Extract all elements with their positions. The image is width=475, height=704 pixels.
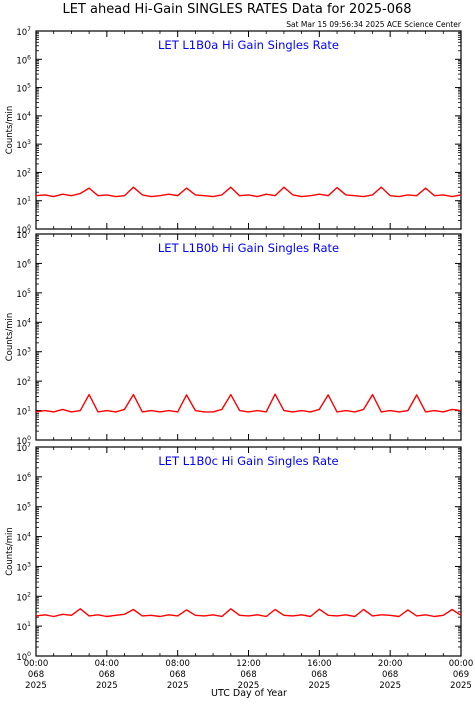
y-tick-label: 102 [16, 376, 31, 388]
y-tick-label: 101 [16, 621, 31, 633]
chart-title: LET ahead Hi-Gain SINGLES RATES Data for… [62, 2, 411, 17]
y-tick-label: 100 [16, 224, 31, 236]
panel-title: LET L1B0b Hi Gain Singles Rate [158, 241, 339, 255]
chart-panels: LET L1B0a Hi Gain Singles Rate Counts/min… [5, 26, 473, 691]
x-tick-label: 00:00 [24, 659, 49, 669]
x-tick-label: 068 [28, 670, 44, 680]
x-tick-label: 068 [99, 670, 115, 680]
panel-2: LET L1B0b Hi Gain Singles Rate Counts/min… [5, 229, 462, 447]
x-tick-label: 20:00 [378, 659, 403, 669]
y-tick-label: 107 [16, 26, 31, 38]
y-axis-label: Counts/min [5, 313, 15, 362]
panel-3: LET L1B0c Hi Gain Singles Rate Counts/min… [5, 442, 473, 691]
y-tick-label: 100 [16, 651, 31, 663]
x-tick-label: 2025 [96, 681, 118, 691]
y-tick-label: 106 [16, 472, 31, 484]
panel-title: LET L1B0c Hi Gain Singles Rate [158, 454, 338, 468]
x-tick-label: 069 [453, 670, 469, 680]
x-tick-label: 12:00 [236, 659, 261, 669]
y-tick-label: 105 [16, 288, 31, 300]
x-tick-label: 2025 [167, 681, 189, 691]
generation-timestamp: Sat Mar 15 09:56:34 2025 ACE Science Cen… [286, 20, 462, 29]
y-tick-label: 105 [16, 83, 31, 95]
y-tick-label: 104 [16, 317, 31, 329]
y-axis-label: Counts/min [5, 106, 15, 155]
y-tick-label: 103 [16, 561, 31, 573]
y-tick-label: 107 [16, 229, 31, 241]
x-tick-label: 068 [240, 670, 256, 680]
y-tick-label: 104 [16, 532, 31, 544]
panel-title: LET L1B0a Hi Gain Singles Rate [158, 38, 339, 52]
y-tick-label: 104 [16, 111, 31, 123]
x-tick-label: 08:00 [165, 659, 190, 669]
x-tick-label: 068 [170, 670, 186, 680]
series-line-1 [35, 608, 462, 618]
y-tick-label: 105 [16, 502, 31, 514]
x-axis-label: UTC Day of Year [211, 688, 287, 699]
y-tick-label: 101 [16, 196, 31, 208]
series-line-1 [35, 186, 462, 198]
y-tick-label: 106 [16, 258, 31, 270]
y-tick-label: 102 [16, 591, 31, 603]
x-tick-label: 04:00 [95, 659, 120, 669]
y-axis-label: Counts/min [5, 527, 15, 576]
x-tick-label: 16:00 [307, 659, 332, 669]
y-tick-label: 100 [16, 435, 31, 447]
x-tick-label: 2025 [379, 681, 401, 691]
y-tick-label: 103 [16, 139, 31, 151]
x-tick-label: 2025 [450, 681, 472, 691]
x-tick-label: 2025 [309, 681, 331, 691]
y-tick-label: 106 [16, 54, 31, 66]
y-tick-label: 107 [16, 442, 31, 454]
x-tick-label: 2025 [238, 681, 260, 691]
x-tick-label: 2025 [25, 681, 47, 691]
x-tick-label: 068 [382, 670, 398, 680]
x-tick-label: 068 [311, 670, 327, 680]
y-tick-label: 103 [16, 347, 31, 359]
y-tick-label: 101 [16, 406, 31, 418]
series-line-1 [35, 393, 462, 413]
x-tick-label: 00:00 [449, 659, 474, 669]
y-tick-label: 102 [16, 167, 31, 179]
panel-1: LET L1B0a Hi Gain Singles Rate Counts/min… [5, 26, 462, 236]
